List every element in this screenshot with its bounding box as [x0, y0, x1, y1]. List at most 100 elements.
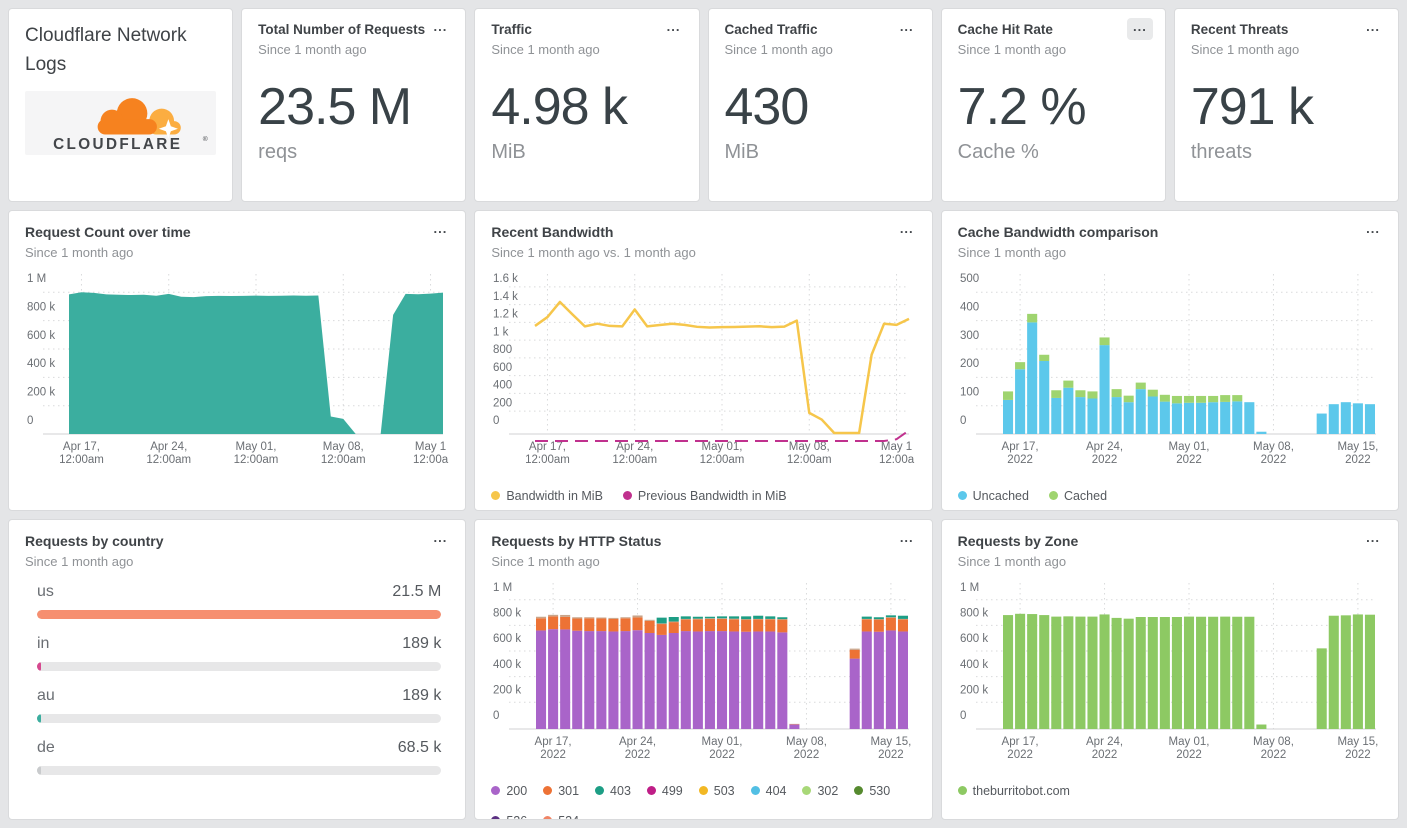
panel-menu-button[interactable]: ... — [1127, 18, 1153, 40]
svg-text:0: 0 — [493, 710, 499, 722]
svg-text:800 k: 800 k — [493, 607, 521, 619]
panel-subtitle: Since 1 month ago — [1191, 42, 1299, 57]
svg-text:Apr 17,12:00am: Apr 17,12:00am — [59, 441, 104, 466]
panel-subtitle: Since 1 month ago — [958, 245, 1159, 260]
svg-text:May 15,2022: May 15,2022 — [871, 736, 912, 761]
legend-item-bandwidth[interactable]: Bandwidth in MiB — [491, 489, 603, 503]
legend-item-previous-bandwidth[interactable]: Previous Bandwidth in MiB — [623, 489, 787, 503]
panel-menu-button[interactable]: ... — [427, 529, 453, 551]
svg-text:1 k: 1 k — [493, 326, 509, 338]
dashboard-title: Cloudflare Network Logs — [25, 22, 216, 79]
svg-text:200 k: 200 k — [493, 684, 521, 696]
legend-dot — [623, 491, 632, 500]
stat-value: 430 — [725, 77, 916, 137]
svg-text:800 k: 800 k — [960, 607, 988, 619]
svg-text:May 08,2022: May 08,2022 — [1253, 441, 1294, 466]
svg-text:1 M: 1 M — [493, 582, 512, 594]
panel-title: Cached Traffic — [725, 22, 833, 39]
gauge-fill — [37, 766, 41, 775]
gauge-track — [37, 662, 441, 671]
legend-item-uncached[interactable]: Uncached — [958, 489, 1029, 503]
cloudflare-logo: CLOUDFLARE ® — [25, 91, 216, 155]
svg-text:200 k: 200 k — [960, 684, 988, 696]
legend-dot — [751, 786, 760, 795]
legend-dot — [1049, 491, 1058, 500]
legend-dot — [491, 491, 500, 500]
panel-subtitle: Since 1 month ago — [25, 245, 191, 260]
legend-item-403[interactable]: 403 — [595, 784, 631, 798]
http-status-panel: Requests by HTTP Status Since 1 month ag… — [474, 519, 932, 820]
svg-text:May 01,2022: May 01,2022 — [1168, 441, 1209, 466]
svg-text:May 01,12:00am: May 01,12:00am — [234, 441, 279, 466]
legend-dot — [802, 786, 811, 795]
panel-subtitle: Since 1 month ago — [725, 42, 833, 57]
svg-text:800 k: 800 k — [27, 301, 55, 313]
legend-dot — [543, 786, 552, 795]
svg-text:Apr 17,2022: Apr 17,2022 — [1001, 736, 1038, 761]
panel-title: Request Count over time — [25, 224, 191, 242]
legend-item-404[interactable]: 404 — [751, 784, 787, 798]
country-label: au — [37, 687, 55, 705]
legend-item-530[interactable]: 530 — [854, 784, 890, 798]
panel-menu-button[interactable]: ... — [894, 220, 920, 242]
svg-text:0: 0 — [27, 415, 33, 427]
svg-text:May 01,2022: May 01,2022 — [1168, 736, 1209, 761]
svg-text:0: 0 — [960, 710, 966, 722]
svg-text:600 k: 600 k — [27, 329, 55, 341]
requests-by-country-panel: Requests by country Since 1 month ago ..… — [8, 519, 466, 820]
country-value: 21.5 M — [392, 583, 441, 601]
stat-value: 7.2 % — [958, 77, 1149, 137]
panel-menu-button[interactable]: ... — [427, 220, 453, 242]
legend-item-cached[interactable]: Cached — [1049, 489, 1107, 503]
panel-menu-button[interactable]: ... — [427, 18, 453, 40]
svg-text:100: 100 — [960, 386, 979, 398]
svg-text:May 08,12:00am: May 08,12:00am — [321, 441, 366, 466]
panel-title: Recent Threats — [1191, 22, 1299, 39]
cache-bandwidth-legend: Uncached Cached — [958, 489, 1382, 503]
legend-item-503[interactable]: 503 — [699, 784, 735, 798]
requests-by-zone-panel: Requests by Zone Since 1 month ago ... 1… — [941, 519, 1399, 820]
panel-subtitle: Since 1 month ago — [491, 42, 599, 57]
legend-item-301[interactable]: 301 — [543, 784, 579, 798]
legend-item-499[interactable]: 499 — [647, 784, 683, 798]
svg-text:Apr 24,12:00am: Apr 24,12:00am — [613, 441, 658, 466]
svg-text:400 k: 400 k — [493, 658, 521, 670]
panel-menu-button[interactable]: ... — [894, 18, 920, 40]
stat-unit: Cache % — [958, 141, 1149, 164]
http-status-legend: 200301403499503404302530526524 — [491, 784, 915, 821]
panel-menu-button[interactable]: ... — [1360, 220, 1386, 242]
stat-panel-recent-threats: Recent Threats Since 1 month ago ... 791… — [1174, 8, 1399, 202]
panel-menu-button[interactable]: ... — [894, 529, 920, 551]
stat-unit: MiB — [725, 141, 916, 164]
legend-item-zone[interactable]: theburritobot.com — [958, 784, 1070, 798]
svg-text:Apr 17,2022: Apr 17,2022 — [535, 736, 572, 761]
panel-title: Cache Hit Rate — [958, 22, 1066, 39]
panel-title: Total Number of Requests — [258, 22, 425, 39]
panel-subtitle: Since 1 month ago — [491, 554, 661, 569]
bandwidth-panel: Recent Bandwidth Since 1 month ago vs. 1… — [474, 210, 932, 511]
legend-dot — [699, 786, 708, 795]
panel-subtitle: Since 1 month ago — [25, 554, 163, 569]
legend-item-302[interactable]: 302 — [802, 784, 838, 798]
svg-text:0: 0 — [960, 415, 966, 427]
country-row-de: de 68.5 k — [25, 739, 449, 775]
request-count-panel: Request Count over time Since 1 month ag… — [8, 210, 466, 511]
legend-item-200[interactable]: 200 — [491, 784, 527, 798]
panel-title: Cache Bandwidth comparison — [958, 224, 1159, 242]
panel-menu-button[interactable]: ... — [1360, 529, 1386, 551]
country-value: 68.5 k — [398, 739, 442, 757]
branding-panel: Cloudflare Network Logs CLOUDFLARE ® — [8, 8, 233, 202]
panel-title: Requests by Zone — [958, 533, 1079, 551]
svg-text:1 M: 1 M — [27, 273, 46, 285]
panel-menu-button[interactable]: ... — [661, 18, 687, 40]
svg-text:300: 300 — [960, 329, 979, 341]
gauge-track — [37, 610, 441, 619]
svg-text:May 08,2022: May 08,2022 — [1253, 736, 1294, 761]
svg-text:500: 500 — [960, 273, 979, 285]
panel-menu-button[interactable]: ... — [1360, 18, 1386, 40]
